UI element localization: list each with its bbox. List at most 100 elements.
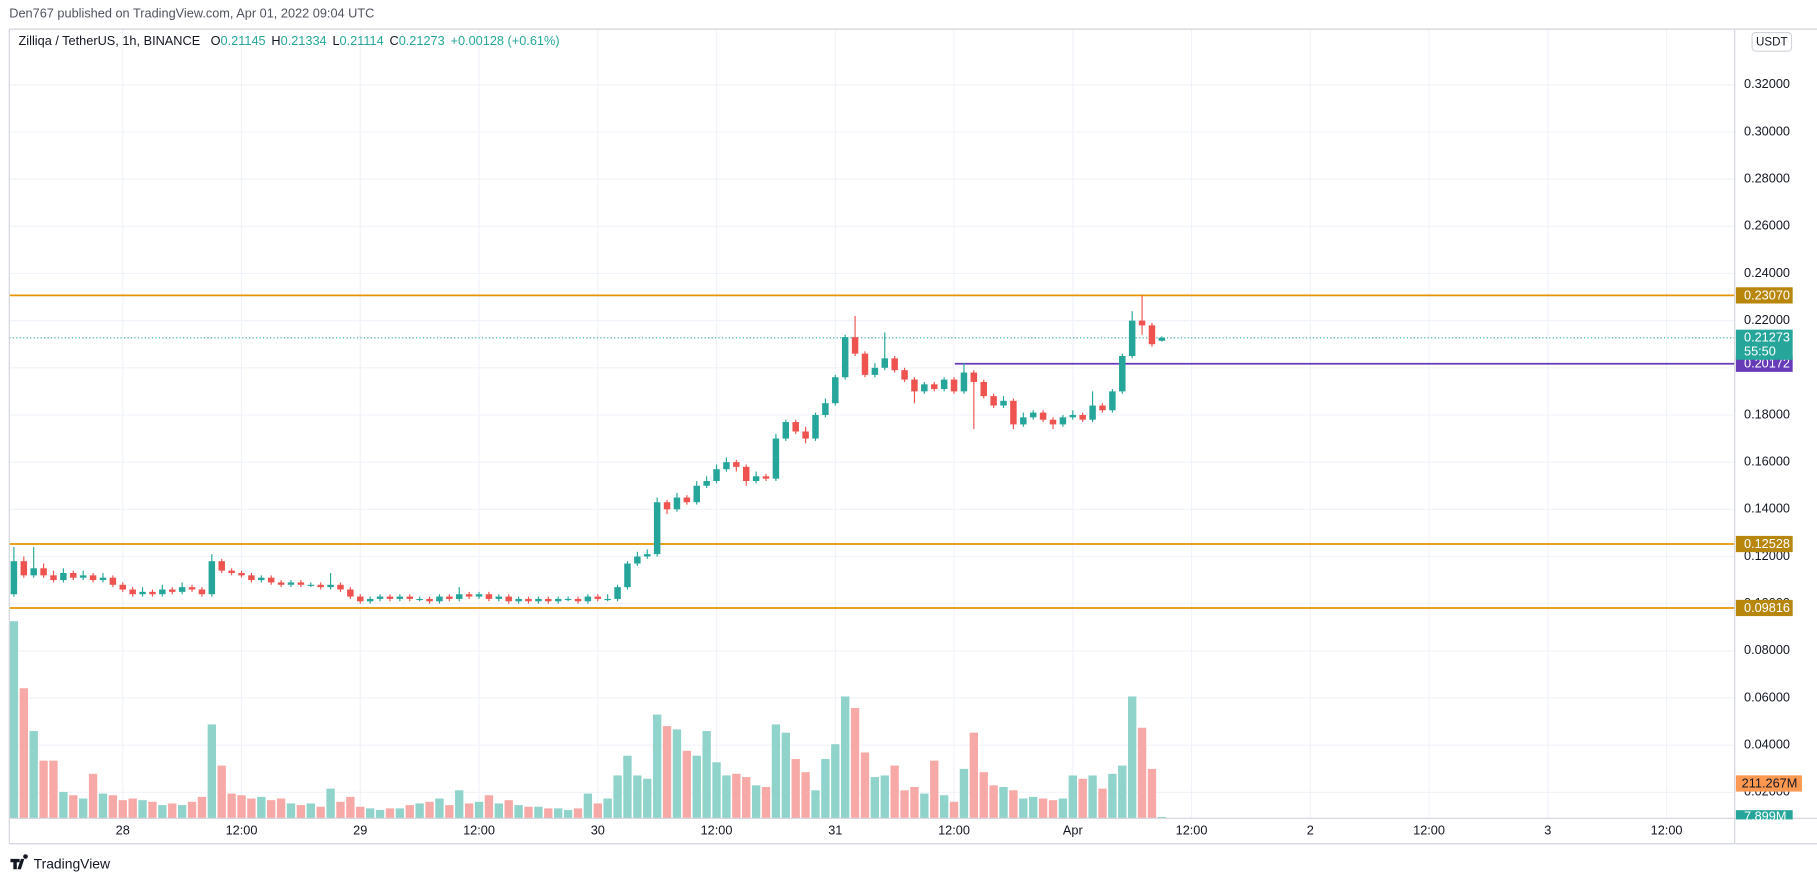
candle-body: [317, 584, 324, 588]
candle-body: [238, 572, 245, 576]
candle-body: [931, 384, 938, 390]
candle-body: [495, 596, 503, 599]
candle-body: [396, 596, 404, 599]
volume-bar: [168, 803, 177, 819]
candle-body: [139, 591, 146, 595]
candle-body: [347, 589, 354, 597]
volume-bar: [207, 724, 217, 819]
brand-name: TradingView: [34, 855, 111, 871]
volume-bar: [989, 785, 998, 819]
ohlc-letter: O: [211, 33, 221, 48]
volume-bar: [217, 765, 226, 819]
volume-bar: [474, 801, 484, 819]
candle-body: [713, 469, 720, 482]
candle-body: [762, 476, 770, 479]
candle-body: [228, 570, 235, 573]
volume-bar: [801, 772, 810, 819]
candle-body: [159, 589, 166, 595]
volume-bar: [79, 798, 88, 819]
candle-body: [70, 572, 77, 578]
volume-bar: [732, 773, 741, 819]
volume-bar: [554, 808, 563, 819]
ohlc-value: 0.21334: [281, 33, 327, 48]
candle-body: [1158, 337, 1166, 341]
y-tick-label: 0.28000: [1744, 170, 1790, 185]
candle-body: [277, 582, 285, 585]
volume-bar: [158, 805, 167, 819]
volume-bar: [771, 724, 781, 819]
currency-button[interactable]: [1751, 32, 1793, 52]
volume-bar: [455, 790, 464, 819]
volume-bar: [959, 768, 969, 819]
volume-bar: [603, 798, 612, 819]
candle-body: [653, 502, 661, 555]
ohlc-value: 0.21145: [221, 33, 266, 48]
volume-bar: [138, 800, 147, 819]
volume-bar: [761, 786, 771, 819]
volume-bar: [949, 801, 959, 819]
volume-bar: [722, 775, 731, 819]
y-tick-label: 0.26000: [1744, 218, 1790, 233]
candle-body: [1010, 400, 1017, 425]
x-tick-label: 3: [1544, 822, 1551, 837]
y-tick-label: 0.16000: [1744, 453, 1790, 468]
publish-header: Den767 published on TradingView.com, Apr…: [9, 5, 374, 20]
x-tick-label: 12:00: [1651, 822, 1683, 837]
volume-bar: [1058, 798, 1068, 819]
candle-body: [1119, 356, 1126, 392]
candle-body: [30, 568, 37, 576]
candle-body: [1148, 325, 1156, 345]
volume-bar: [781, 732, 790, 819]
volume-bar: [1029, 796, 1038, 819]
candle-body: [10, 561, 18, 595]
volume-bar: [98, 793, 108, 819]
volume-bar: [662, 726, 672, 819]
volume-bar: [613, 775, 622, 819]
candle-body: [416, 598, 423, 601]
volume-bar: [1147, 768, 1157, 819]
volume-bar: [880, 775, 889, 819]
candle-body: [990, 396, 997, 406]
currency-label[interactable]: USDT: [1756, 37, 1788, 49]
candle-body: [644, 554, 651, 557]
candle-body: [782, 422, 790, 439]
volume-bar: [148, 801, 157, 819]
change: +0.00128 (+0.61%): [451, 33, 560, 48]
candle-body: [1020, 417, 1027, 425]
candle-body: [1099, 405, 1106, 411]
volume-bar: [435, 798, 444, 819]
candle-body: [693, 485, 700, 503]
candle-body: [1089, 405, 1096, 420]
ohlc-letter: C: [389, 33, 398, 48]
x-tick-label: 12:00: [226, 822, 258, 837]
volume-bar: [316, 806, 325, 819]
volume-bar: [247, 798, 256, 819]
candle-body: [505, 596, 512, 602]
candle-body: [248, 575, 255, 581]
volume-pane: [9, 621, 1167, 819]
volume-bar: [464, 803, 474, 819]
candle-body: [901, 370, 908, 380]
volume-bar: [534, 806, 543, 819]
candle-body: [812, 414, 819, 439]
current-price-tag: 0.21273: [1744, 330, 1790, 345]
volume-bar: [1098, 788, 1107, 819]
volume-bar: [39, 760, 48, 819]
volume-bar: [88, 773, 98, 819]
candle-body: [485, 594, 493, 599]
candle-body: [851, 337, 859, 354]
volume-bar: [1078, 778, 1087, 819]
candle-body: [258, 577, 265, 581]
candle-body: [337, 584, 344, 590]
candle-body: [1079, 414, 1086, 420]
volume-bar: [841, 696, 850, 819]
y-tick-label: 0.30000: [1744, 123, 1790, 138]
legend: Zilliqa / TetherUS, 1h, BINANCE O0.21145 H…: [19, 33, 560, 48]
candle-body: [218, 561, 225, 571]
volume-bar: [29, 731, 38, 819]
candle-body: [673, 497, 681, 510]
candle-body: [109, 577, 117, 585]
candle-body: [327, 584, 334, 588]
x-tick-label: Apr: [1063, 822, 1084, 837]
y-tick-label: 0.32000: [1744, 76, 1790, 91]
